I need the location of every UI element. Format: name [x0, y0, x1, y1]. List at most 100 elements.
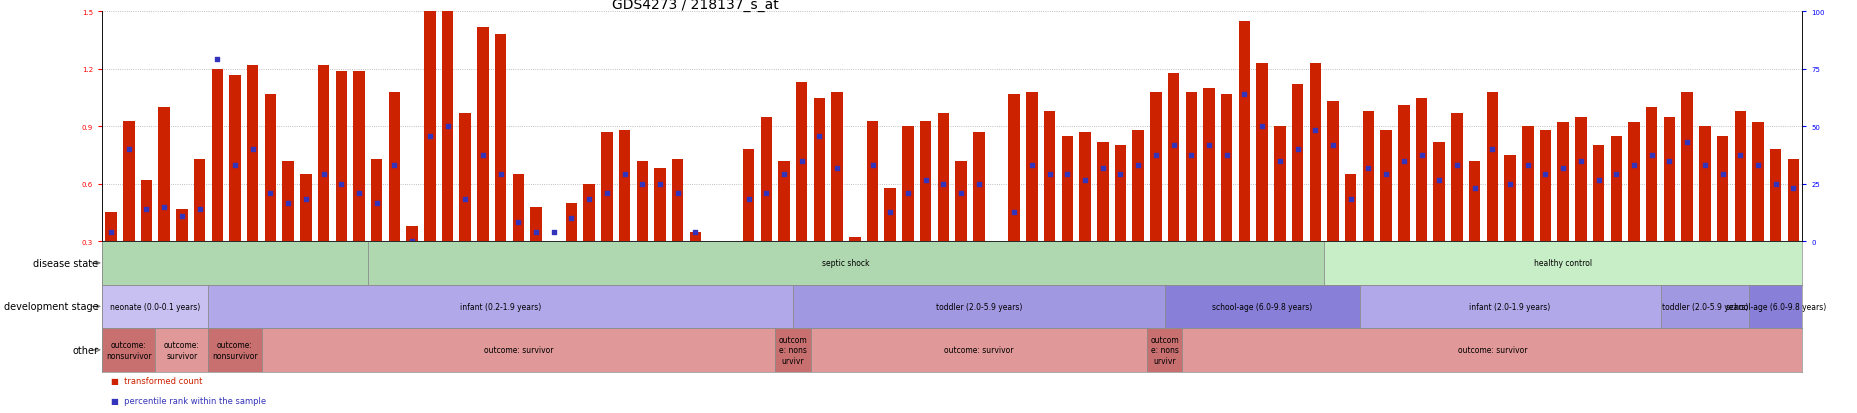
Text: outcom
e: nons
urvivr: outcom e: nons urvivr: [778, 335, 806, 365]
Point: [1159, 143, 1188, 150]
Bar: [1274, 127, 1285, 242]
Point: [539, 229, 568, 235]
Point: [1070, 177, 1099, 184]
Bar: [262, 328, 774, 372]
Point: [167, 214, 197, 220]
Bar: [407, 226, 418, 242]
Point: [663, 190, 693, 197]
Bar: [1645, 108, 1656, 242]
Point: [1140, 152, 1170, 159]
Bar: [1521, 127, 1532, 242]
Point: [1370, 171, 1400, 178]
Point: [238, 147, 267, 153]
Text: ■  percentile rank within the sample: ■ percentile rank within the sample: [111, 396, 266, 406]
Bar: [336, 71, 347, 242]
Point: [875, 210, 904, 216]
Point: [1211, 152, 1240, 159]
Bar: [247, 66, 258, 242]
Text: toddler (2.0-5.9 years): toddler (2.0-5.9 years): [936, 302, 1021, 311]
Bar: [1168, 74, 1179, 242]
Point: [804, 133, 834, 140]
Bar: [954, 161, 966, 242]
Bar: [1681, 93, 1692, 242]
Bar: [1747, 285, 1801, 328]
Bar: [141, 180, 152, 242]
Text: outcome:
survivor: outcome: survivor: [163, 340, 201, 360]
Point: [1123, 162, 1153, 169]
Point: [397, 238, 427, 245]
Bar: [1662, 117, 1675, 242]
Point: [1617, 162, 1647, 169]
Bar: [1185, 93, 1196, 242]
Bar: [813, 98, 825, 242]
Bar: [529, 207, 542, 242]
Bar: [1556, 123, 1567, 242]
Point: [1547, 166, 1577, 172]
Point: [698, 254, 728, 260]
Point: [1016, 162, 1045, 169]
Bar: [282, 161, 293, 242]
Point: [1229, 91, 1259, 98]
Point: [823, 166, 852, 172]
Bar: [1164, 285, 1359, 328]
Bar: [1025, 93, 1036, 242]
Bar: [318, 66, 329, 242]
Point: [945, 190, 975, 197]
Point: [592, 190, 622, 197]
Point: [273, 200, 303, 207]
Point: [503, 219, 533, 226]
Text: school-age (6.0-9.8 years): school-age (6.0-9.8 years): [1211, 302, 1311, 311]
Bar: [1131, 131, 1144, 242]
Bar: [368, 242, 1324, 285]
Point: [256, 190, 286, 197]
Bar: [672, 159, 683, 242]
Bar: [1734, 112, 1746, 242]
Bar: [1344, 175, 1356, 242]
Bar: [1627, 123, 1640, 242]
Bar: [548, 242, 559, 245]
Point: [149, 204, 178, 211]
Point: [628, 181, 657, 188]
Bar: [208, 328, 262, 372]
Bar: [371, 159, 383, 242]
Point: [1051, 171, 1081, 178]
Bar: [1575, 117, 1586, 242]
Bar: [1539, 131, 1551, 242]
Text: infant (2.0-1.9 years): infant (2.0-1.9 years): [1469, 302, 1551, 311]
Point: [680, 229, 709, 235]
Text: ■  transformed count: ■ transformed count: [111, 376, 202, 385]
Text: outcome: survivor: outcome: survivor: [483, 346, 553, 354]
Bar: [1770, 150, 1781, 242]
Point: [202, 57, 232, 64]
Bar: [1415, 98, 1426, 242]
Point: [557, 216, 587, 222]
Point: [1265, 158, 1294, 165]
Point: [1601, 171, 1630, 178]
Bar: [1450, 114, 1461, 242]
Bar: [1591, 146, 1603, 242]
Bar: [208, 285, 793, 328]
Point: [414, 133, 444, 140]
Bar: [442, 9, 453, 242]
Bar: [708, 242, 719, 265]
Point: [449, 196, 479, 203]
Point: [644, 181, 674, 188]
Text: development stage: development stage: [4, 301, 98, 312]
Bar: [884, 188, 895, 242]
Text: outcom
e: nons
urvivr: outcom e: nons urvivr: [1149, 335, 1179, 365]
Point: [574, 196, 604, 203]
Bar: [654, 169, 665, 242]
Bar: [388, 93, 399, 242]
Text: outcome: survivor: outcome: survivor: [1458, 346, 1526, 354]
Bar: [301, 175, 312, 242]
Point: [910, 177, 940, 184]
Bar: [193, 159, 206, 242]
Bar: [1239, 22, 1250, 242]
Bar: [477, 28, 488, 242]
Point: [184, 206, 214, 212]
Bar: [1434, 142, 1445, 242]
Bar: [793, 285, 1164, 328]
Point: [1495, 181, 1525, 188]
Point: [769, 171, 799, 178]
Point: [1707, 171, 1736, 178]
